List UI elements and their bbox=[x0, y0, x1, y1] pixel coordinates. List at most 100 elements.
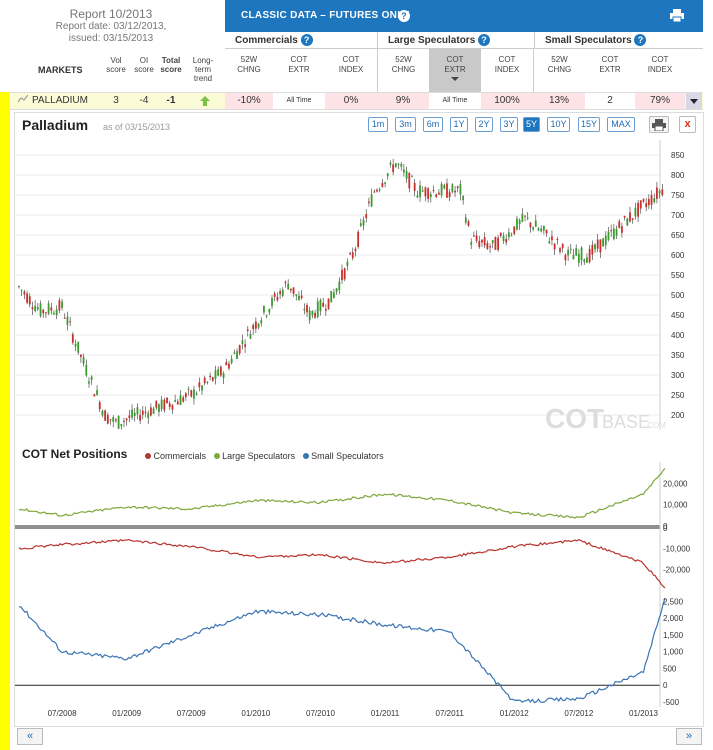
col-small-index[interactable]: COT INDEX bbox=[647, 55, 673, 74]
chart-title: Palladium bbox=[22, 117, 89, 133]
price-candle bbox=[456, 186, 459, 188]
price-y-tick: 350 bbox=[671, 351, 685, 360]
price-y-tick: 600 bbox=[671, 251, 685, 260]
price-candle bbox=[128, 415, 131, 419]
chart-toggle-icon[interactable] bbox=[16, 93, 30, 109]
range-button-3m[interactable]: 3m bbox=[395, 117, 416, 132]
table-row[interactable]: PALLADIUM 3 -4 -1 -10% All Time 0% 9% Al… bbox=[6, 92, 703, 110]
price-candle bbox=[384, 182, 386, 184]
total-head-2: score bbox=[160, 65, 182, 74]
price-candle bbox=[548, 241, 551, 244]
price-candle bbox=[158, 404, 160, 413]
watermark-cot: COT bbox=[545, 403, 604, 434]
price-candle bbox=[362, 219, 365, 226]
col-comm-index[interactable]: COT INDEX bbox=[338, 55, 364, 74]
price-candle bbox=[376, 189, 378, 192]
legend-small-speculators[interactable]: Small Speculators bbox=[302, 451, 384, 461]
chart-asof: as of 03/15/2013 bbox=[103, 122, 171, 132]
report-issued: issued: 03/15/2013 bbox=[68, 33, 154, 44]
price-candle bbox=[284, 281, 287, 284]
price-candle bbox=[408, 172, 411, 189]
price-candle bbox=[246, 329, 249, 331]
price-candle bbox=[182, 397, 185, 402]
range-button-1y[interactable]: 1Y bbox=[450, 117, 468, 132]
range-button-5y[interactable]: 5Y bbox=[523, 117, 540, 132]
cot-y-tick: -10,000 bbox=[663, 545, 691, 554]
total-head-1: Total bbox=[161, 56, 181, 65]
next-button[interactable]: » bbox=[676, 728, 702, 745]
price-candle bbox=[435, 194, 438, 198]
price-candle bbox=[18, 286, 20, 288]
col-comm-extr[interactable]: COT EXTR bbox=[288, 55, 310, 74]
price-candle bbox=[115, 419, 117, 421]
price-candle bbox=[136, 407, 139, 415]
price-candle bbox=[322, 302, 325, 307]
small-spec-help-icon[interactable]: ? bbox=[634, 34, 647, 47]
price-candle bbox=[209, 375, 212, 378]
price-candle bbox=[642, 199, 645, 202]
col-small-extr[interactable]: COT EXTR bbox=[599, 55, 621, 74]
col-comm-chng[interactable]: 52W CHNG bbox=[237, 55, 261, 74]
price-candle bbox=[596, 239, 599, 249]
price-candle bbox=[448, 192, 451, 198]
price-candle bbox=[179, 395, 182, 405]
price-candle bbox=[184, 393, 187, 398]
cot-x-tick: 01/2010 bbox=[241, 709, 270, 718]
price-candle bbox=[28, 296, 31, 305]
range-button-2y[interactable]: 2Y bbox=[475, 117, 493, 132]
large-spec-help-icon[interactable]: ? bbox=[478, 34, 491, 47]
price-candle bbox=[618, 221, 621, 229]
printer-icon[interactable] bbox=[670, 9, 684, 22]
total-score: -1 bbox=[166, 95, 176, 106]
chart-print-icon[interactable] bbox=[649, 116, 669, 133]
range-button-1m[interactable]: 1m bbox=[368, 117, 388, 132]
price-candle bbox=[166, 397, 168, 403]
price-candle bbox=[661, 189, 664, 196]
market-name[interactable]: PALLADIUM bbox=[32, 95, 88, 106]
price-candle bbox=[106, 415, 109, 424]
price-candle bbox=[481, 239, 483, 243]
close-icon[interactable]: x bbox=[679, 116, 696, 133]
cot-y-tick: 500 bbox=[663, 664, 677, 673]
col-small-chng[interactable]: 52W CHNG bbox=[533, 49, 585, 92]
price-candle bbox=[45, 312, 47, 314]
price-candle bbox=[319, 299, 322, 312]
price-candle bbox=[53, 312, 55, 315]
legend-large-speculators[interactable]: Large Speculators bbox=[213, 451, 295, 461]
col-large-chng[interactable]: 52W CHNG bbox=[377, 49, 429, 92]
row-dropdown-icon[interactable] bbox=[686, 93, 702, 109]
range-button-15y[interactable]: 15Y bbox=[578, 117, 600, 132]
price-candle bbox=[513, 226, 516, 235]
price-candle bbox=[507, 232, 510, 238]
legend-commercials[interactable]: Commercials bbox=[145, 451, 206, 461]
price-candle bbox=[583, 259, 586, 262]
price-candle bbox=[607, 231, 610, 240]
price-candle bbox=[187, 388, 190, 390]
price-candle bbox=[524, 215, 526, 217]
price-candle bbox=[497, 237, 500, 250]
range-button-10y[interactable]: 10Y bbox=[547, 117, 570, 132]
prev-button[interactable]: « bbox=[17, 728, 43, 745]
price-candle bbox=[109, 419, 112, 421]
trend-head-3: trend bbox=[193, 74, 213, 83]
price-candle bbox=[147, 413, 150, 419]
markets-header: MARKETS Vol score OI score Total score Long… bbox=[0, 56, 222, 92]
price-candle bbox=[405, 171, 408, 179]
price-candle bbox=[470, 242, 473, 245]
price-candle bbox=[400, 164, 403, 167]
banner-help-icon[interactable]: ? bbox=[398, 10, 410, 22]
price-candle bbox=[569, 248, 572, 250]
cot-y-tick: -500 bbox=[663, 698, 680, 707]
price-candle bbox=[26, 293, 28, 303]
price-y-tick: 800 bbox=[671, 171, 685, 180]
range-button-6m[interactable]: 6m bbox=[423, 117, 443, 132]
commercials-help-icon[interactable]: ? bbox=[300, 34, 313, 47]
price-candle bbox=[341, 269, 343, 281]
range-button-3y[interactable]: 3Y bbox=[500, 117, 518, 132]
price-candle bbox=[567, 249, 569, 256]
col-large-index[interactable]: COT INDEX bbox=[494, 55, 520, 74]
col-large-extr[interactable]: COT EXTR bbox=[429, 49, 481, 92]
price-candle bbox=[602, 238, 604, 247]
range-button-max[interactable]: MAX bbox=[607, 117, 635, 132]
cot-legend: Commercials Large Speculators Small Spec… bbox=[145, 451, 384, 461]
